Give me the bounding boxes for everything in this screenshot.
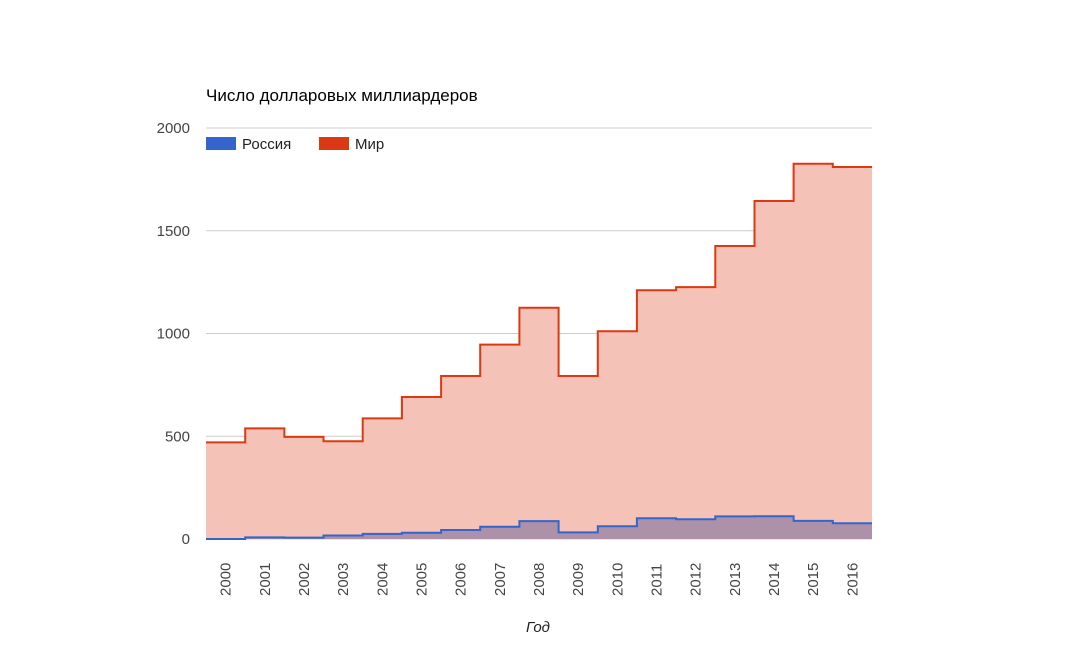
x-tick-label: 2006 bbox=[453, 563, 470, 596]
legend-swatch-world bbox=[319, 137, 349, 150]
series-area-russia bbox=[206, 516, 872, 539]
x-axis-title: Год bbox=[526, 619, 550, 636]
legend-label-russia: Россия bbox=[242, 136, 291, 153]
x-tick-label: 2002 bbox=[296, 563, 313, 596]
x-tick-label: 2010 bbox=[609, 563, 626, 596]
x-tick-label: 2011 bbox=[649, 564, 666, 596]
y-tick-label: 500 bbox=[165, 428, 190, 445]
x-tick-label: 2000 bbox=[218, 563, 235, 596]
x-tick-label: 2015 bbox=[805, 563, 822, 596]
x-tick-label: 2012 bbox=[688, 563, 705, 596]
plot-area bbox=[206, 162, 872, 540]
x-axis-ticks: 2000 2001 2002 2003 2004 2005 2006 2007 2008 2009… bbox=[218, 563, 862, 596]
y-axis-ticks: 0 500 1000 1500 2000 bbox=[157, 120, 190, 548]
y-tick-label: 1500 bbox=[157, 223, 190, 240]
x-tick-label: 2001 bbox=[257, 563, 274, 596]
x-tick-label: 2005 bbox=[413, 563, 430, 596]
series-line-world bbox=[206, 162, 872, 444]
x-tick-label: 2008 bbox=[531, 563, 548, 596]
legend: Россия Мир bbox=[206, 136, 384, 153]
x-tick-label: 2004 bbox=[374, 563, 391, 596]
legend-swatch-russia bbox=[206, 137, 236, 150]
y-tick-label: 1000 bbox=[157, 326, 190, 343]
x-tick-label: 2013 bbox=[727, 563, 744, 596]
series-line-russia bbox=[206, 515, 872, 540]
chart-title: Число долларовых миллиардеров bbox=[206, 86, 478, 105]
legend-label-world: Мир bbox=[355, 136, 384, 153]
x-tick-label: 2003 bbox=[335, 563, 352, 596]
y-tick-label: 2000 bbox=[157, 120, 190, 137]
y-tick-label: 0 bbox=[182, 531, 190, 548]
series-area-world bbox=[206, 163, 872, 540]
x-tick-label: 2014 bbox=[766, 563, 783, 596]
x-tick-label: 2007 bbox=[492, 563, 509, 596]
x-tick-label: 2009 bbox=[570, 563, 587, 596]
x-tick-label: 2016 bbox=[844, 563, 861, 596]
